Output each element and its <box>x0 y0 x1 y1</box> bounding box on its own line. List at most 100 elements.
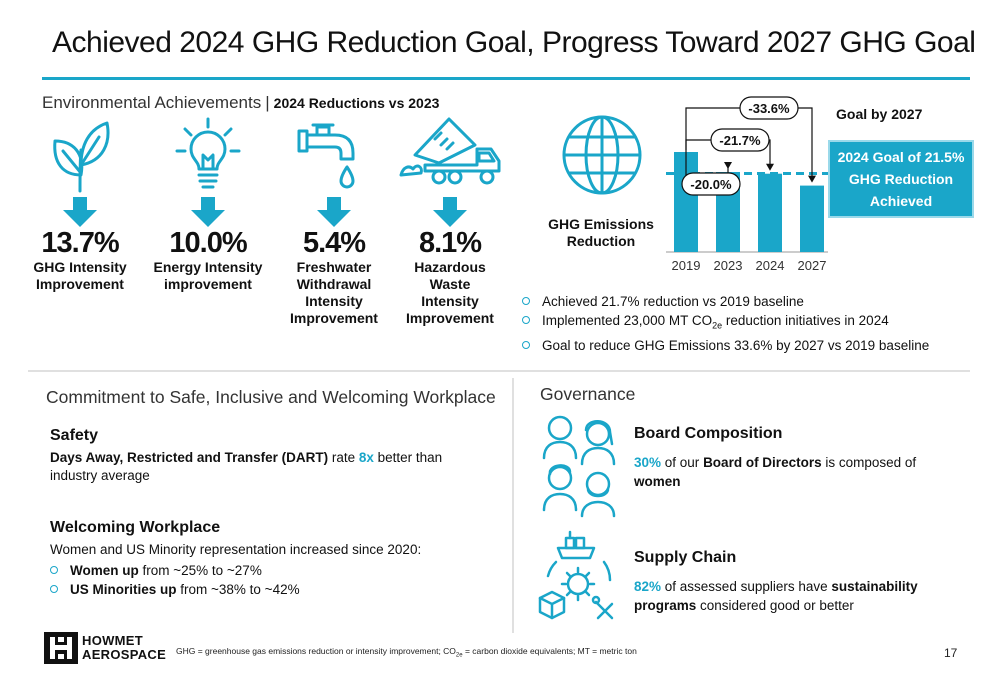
chart-tick-label: 2023 <box>714 258 743 273</box>
supply-title: Supply Chain <box>634 549 737 566</box>
env-label-line: Energy Intensity <box>153 259 263 275</box>
ghg-label-line: Reduction <box>566 233 636 249</box>
bullet-circle-icon <box>522 297 530 305</box>
text-bold: sustainability programs <box>634 579 918 613</box>
callout-arrowhead <box>766 163 774 171</box>
board-percent: 30% <box>634 455 662 470</box>
ghg-bullet-list: Achieved 21.7% reduction vs 2019 baselin… <box>522 292 929 355</box>
governance-heading: Governance <box>540 384 636 404</box>
column-divider <box>512 378 514 633</box>
down-arrow-icon <box>191 197 225 227</box>
goal-box-line: GHG Reduction <box>848 171 954 187</box>
env-value: 13.7% <box>41 227 119 259</box>
text-bold: Board of Directors <box>703 455 822 470</box>
bullet-circle-icon <box>50 585 58 593</box>
howmet-logo-icon <box>44 632 78 664</box>
environmental-heading-text: Environmental Achievements <box>42 93 262 112</box>
chart-bar <box>800 185 824 252</box>
callout-label: -20.0% <box>690 177 732 192</box>
env-label: Hazardous Waste Intensity Improvement <box>390 259 510 327</box>
welcoming-list: Women up from ~25% to ~27% US Minorities… <box>50 561 300 599</box>
faucet-icon <box>297 123 355 189</box>
env-metric-energy-intensity: 10.0% Energy Intensity improvement <box>148 115 268 293</box>
list-item: Goal to reduce GHG Emissions 33.6% by 20… <box>522 336 929 355</box>
env-label-line: Waste <box>429 276 471 292</box>
env-value: 10.0% <box>169 227 247 259</box>
bullet-text: Implemented 23,000 MT CO <box>542 313 713 328</box>
co2-subscript: 2e <box>712 320 723 331</box>
ghg-label: GHG Emissions Reduction <box>542 216 660 250</box>
welcoming-title: Welcoming Workplace <box>50 519 221 536</box>
footnote: GHG = greenhouse gas emissions reduction… <box>176 646 637 659</box>
env-metric-freshwater: 5.4% Freshwater Withdrawal Intensity Imp… <box>274 115 394 327</box>
env-value: 8.1% <box>418 227 482 259</box>
welcoming-text: Women and US Minority representation inc… <box>50 542 422 557</box>
dart-term: Days Away, Restricted and Transfer (DART… <box>50 450 329 465</box>
down-arrow-icon <box>63 197 97 227</box>
callout-bubble <box>710 128 770 152</box>
text-run: of our <box>661 455 704 470</box>
bullet-text: Achieved 21.7% reduction vs 2019 baselin… <box>542 294 804 309</box>
logo-line: AEROSPACE <box>82 647 167 662</box>
bullet-text: from ~25% to ~27% <box>138 563 262 578</box>
env-label-line: Intensity <box>305 293 363 309</box>
heading-separator: | <box>265 93 270 112</box>
logo-line: HOWMET <box>82 633 144 648</box>
env-label-line: improvement <box>164 276 252 292</box>
env-label: Energy Intensity improvement <box>148 259 268 293</box>
text-bold: women <box>634 474 681 489</box>
goal-box-line: 2024 Goal of 21.5% <box>837 149 965 165</box>
chart-tick-label: 2019 <box>672 258 701 273</box>
page-number: 17 <box>944 646 958 660</box>
goal-label: Goal by 2027 <box>836 106 923 122</box>
goal-achieved-box: 2024 Goal of 21.5% GHG Reduction Achieve… <box>828 140 974 218</box>
callout-arrowhead <box>724 162 732 169</box>
text-run: is composed of <box>821 455 917 470</box>
down-arrow-icon <box>433 197 467 227</box>
list-item: Implemented 23,000 MT CO2e reduction ini… <box>522 311 929 336</box>
environmental-heading: Environmental Achievements | 2024 Reductio… <box>42 93 439 113</box>
title-rule <box>42 77 970 80</box>
callout-bubble <box>739 96 799 120</box>
env-label: Freshwater Withdrawal Intensity Improvem… <box>274 259 394 327</box>
ghg-bar-chart: 2019 2023 2024 2027 -20.0% -21.7% -33.6% <box>666 96 830 273</box>
supply-chain-icon <box>538 530 614 620</box>
env-label-line: Improvement <box>406 310 494 326</box>
env-value: 5.4% <box>302 227 366 259</box>
dart-multiplier: 8x <box>358 450 374 465</box>
footnote-text: GHG = greenhouse gas emissions reduction… <box>176 646 456 656</box>
bullet-text: reduction initiatives in 2024 <box>722 313 889 328</box>
env-metric-ghg-intensity: 13.7% GHG Intensity Improvement <box>20 115 140 293</box>
bullet-circle-icon <box>522 316 530 324</box>
env-label-line: Improvement <box>290 310 378 326</box>
bullet-text: from ~38% to ~42% <box>176 582 300 597</box>
bullet-bold: Women up <box>70 563 139 578</box>
env-label: GHG Intensity Improvement <box>20 259 140 293</box>
people-icon <box>542 415 616 518</box>
list-item: Achieved 21.7% reduction vs 2019 baselin… <box>522 292 929 311</box>
environmental-subheading: 2024 Reductions vs 2023 <box>273 95 440 111</box>
callout-label: -21.7% <box>719 133 761 148</box>
text-run: considered good or better <box>696 598 854 613</box>
callout-bubble <box>681 172 741 196</box>
safety-title: Safety <box>50 427 99 444</box>
supply-text: 82% of assessed suppliers have sustainab… <box>634 577 964 615</box>
board-text: 30% of our Board of Directors is compose… <box>634 453 964 491</box>
text-run: better than industry average <box>50 450 443 483</box>
leaf-icon <box>53 121 110 193</box>
chart-tick-label: 2024 <box>756 258 785 273</box>
bullet-circle-icon <box>522 340 530 349</box>
page-title: Achieved 2024 GHG Reduction Goal, Progre… <box>52 26 976 59</box>
footnote-text: = carbon dioxide equivalents; MT = metri… <box>462 646 637 656</box>
globe-icon <box>562 115 642 195</box>
bullet-text: Goal to reduce GHG Emissions 33.6% by 20… <box>542 337 930 353</box>
ghg-label-line: GHG Emissions <box>548 216 654 232</box>
env-label-line: Improvement <box>36 276 124 292</box>
workplace-heading: Commitment to Safe, Inclusive and Welcom… <box>46 387 496 407</box>
footnote-subscript: 2e <box>455 652 463 659</box>
text-run: of assessed suppliers have <box>661 579 832 594</box>
bullet-circle-icon <box>50 566 58 574</box>
chart-tick-label: 2027 <box>798 258 827 273</box>
list-item: US Minorities up from ~38% to ~42% <box>50 580 300 599</box>
callout-label: -33.6% <box>748 101 790 116</box>
